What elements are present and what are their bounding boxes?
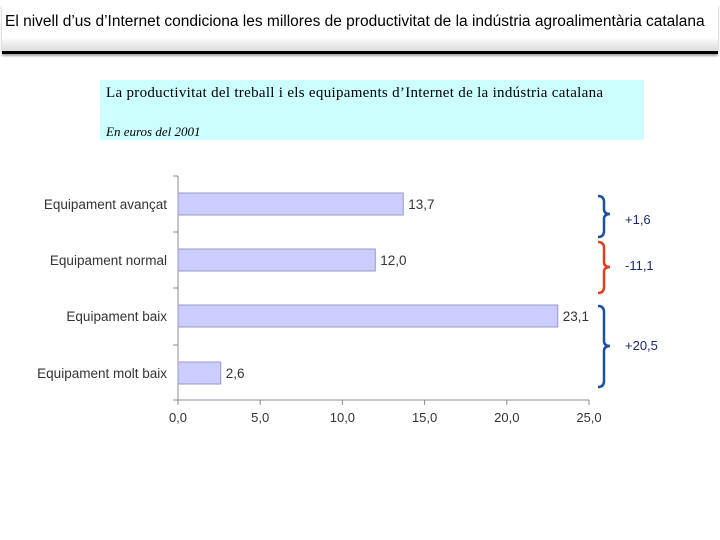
difference-label: +20,5 (625, 338, 658, 353)
x-tick-label: 25,0 (576, 410, 601, 425)
category-label: Equipament baix (66, 309, 167, 324)
page-title: El nivell d’us d’Internet condiciona les… (5, 13, 705, 30)
category-label: Equipament avançat (44, 197, 167, 212)
data-label: 12,0 (380, 253, 406, 268)
category-label: Equipament normal (50, 253, 167, 268)
x-tick-label: 15,0 (412, 410, 437, 425)
x-tick-label: 20,0 (494, 410, 519, 425)
difference-bracket (597, 194, 611, 239)
bar (177, 304, 559, 328)
chart-units: En euros del 2001 (106, 124, 201, 139)
data-label: 23,1 (563, 309, 589, 324)
chart-subtitle: La productivitat del treball i els equip… (106, 85, 604, 101)
x-tick-label: 5,0 (251, 410, 269, 425)
data-label: 13,7 (408, 197, 434, 212)
x-tick-label: 10,0 (330, 410, 355, 425)
title-bar: El nivell d’us d’Internet condiciona les… (2, 4, 718, 54)
chart-subtitle-box: La productivitat del treball i els equip… (100, 80, 644, 140)
difference-label: +1,6 (625, 212, 651, 227)
data-label: 2,6 (226, 366, 245, 381)
bar (177, 192, 404, 216)
category-label: Equipament molt baix (37, 366, 167, 381)
bar (177, 361, 222, 385)
difference-label: -11,1 (625, 258, 654, 273)
difference-bracket (597, 240, 611, 295)
difference-bracket (597, 304, 611, 389)
bar-chart: 0,0 5,0 10,0 15,0 20,0 25,0 Equipament avançat… (37, 175, 658, 425)
x-tick-label: 0,0 (169, 410, 187, 425)
bar (177, 248, 376, 272)
